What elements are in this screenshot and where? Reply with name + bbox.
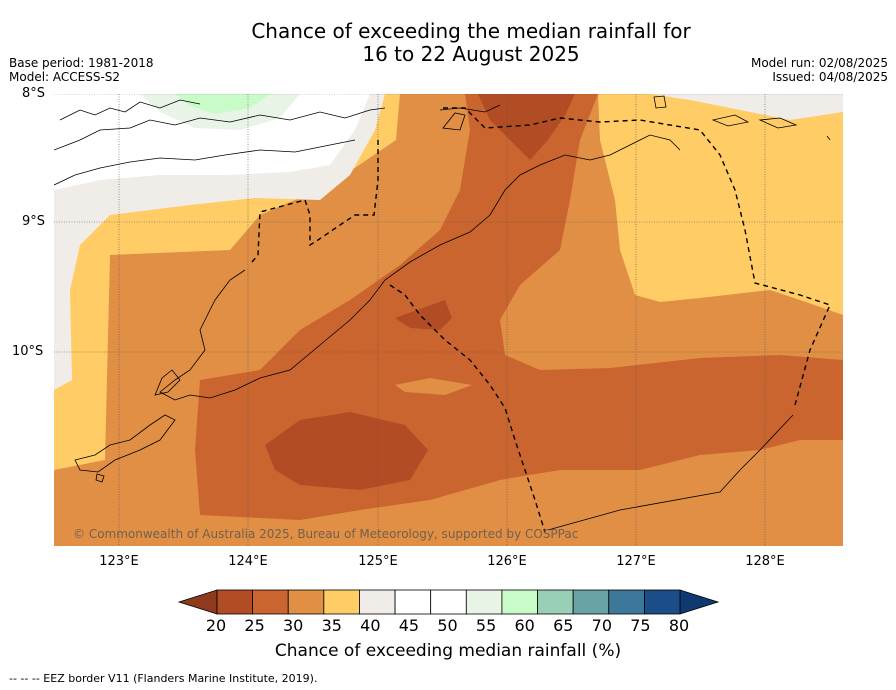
region-45-55 <box>54 94 370 190</box>
lon-label-127e: 127°E <box>616 554 656 569</box>
colorbar-swatch-11 <box>608 589 645 615</box>
lon-label-126e: 126°E <box>487 554 527 569</box>
region-30-35-inner <box>395 378 472 395</box>
issued-date: Issued: 04/08/2025 <box>772 70 888 84</box>
coastline-alor <box>653 95 667 109</box>
region-20-25-south <box>265 412 428 490</box>
title-line-2: 16 to 22 August 2025 <box>362 42 580 66</box>
coastline-east-tip <box>826 135 831 141</box>
colorbar-swatch-6 <box>430 589 467 615</box>
colorbar-tick-35: 35 <box>321 616 342 635</box>
colorbar-label: Chance of exceeding median rainfall (%) <box>274 641 622 661</box>
colorbar-tick-60: 60 <box>514 616 535 635</box>
eez-footnote: -- -- -- EEZ border V11 (Flanders Marine… <box>9 672 318 685</box>
colorbar-swatch-2 <box>287 589 325 615</box>
colorbar-swatch-7 <box>465 589 503 615</box>
meta-right: Model run: 02/08/2025 Issued: 04/08/2025 <box>751 56 888 84</box>
model-run: Model run: 02/08/2025 <box>750 56 888 70</box>
region-20-25-north <box>478 94 575 160</box>
eez-border-south <box>389 284 546 533</box>
colorbar-tick-30: 30 <box>282 616 304 635</box>
meta-left: Base period: 1981-2018 Model: ACCESS-S2 <box>9 56 154 84</box>
coastline-wetar-3 <box>758 117 798 129</box>
colorbar-tick-40: 40 <box>360 616 381 635</box>
region-40-45-east <box>650 94 843 120</box>
colorbar-tick-75: 75 <box>630 616 651 635</box>
region-60-65 <box>175 94 270 114</box>
coastline-flores-south <box>54 139 356 186</box>
colorbar-swatch-3 <box>323 589 360 615</box>
coastline-australia <box>547 414 794 531</box>
coastline-rote <box>154 369 181 396</box>
colorbar-tick-45: 45 <box>398 616 420 635</box>
coastline-sawu-2 <box>95 473 105 483</box>
colorbar-tick-80: 80 <box>668 616 690 635</box>
colorbar-tick-65: 65 <box>553 616 574 635</box>
coastline-wetar <box>439 104 501 113</box>
base-period: Base period: 1981-2018 <box>9 56 154 70</box>
colorbar-over-arrow <box>679 589 720 615</box>
colorbar-swatch-8 <box>501 589 538 615</box>
lon-label-124e: 124°E <box>228 554 268 569</box>
copyright-notice: © Commonwealth of Australia 2025, Bureau… <box>73 527 579 541</box>
lon-label-128e: 128°E <box>745 554 785 569</box>
lon-label-125e: 125°E <box>358 554 398 569</box>
coastline-wetar-2 <box>711 114 750 127</box>
colorbar-swatch-4 <box>359 589 396 615</box>
colorbar-tick-50: 50 <box>437 616 458 635</box>
region-35-40-east <box>598 94 843 315</box>
colorbar-tick-70: 70 <box>591 616 613 635</box>
model-name: Model: ACCESS-S2 <box>9 70 121 84</box>
lat-label-9s: 9°S <box>22 214 46 229</box>
coastline-flores <box>54 107 386 151</box>
lat-label-8s: 8°S <box>22 86 46 101</box>
coastline-timor <box>442 112 466 131</box>
colorbar-under-arrow <box>177 589 218 615</box>
coastline-timor-main <box>159 134 681 401</box>
region-20-25-small <box>395 300 452 330</box>
lon-label-123e: 123°E <box>99 554 139 569</box>
colorbar-swatch-12 <box>643 589 681 615</box>
colorbar-tick-55: 55 <box>475 616 497 635</box>
title-line-1: Chance of exceeding the median rainfall … <box>251 19 691 43</box>
region-25-30 <box>195 94 843 520</box>
colorbar-tick-25: 25 <box>244 616 265 635</box>
eez-border-west <box>251 140 379 263</box>
colorbar-swatch-10 <box>572 589 610 615</box>
eez-border-north <box>443 107 831 406</box>
colorbar-swatch-5 <box>394 589 432 615</box>
colorbar-tick-20: 20 <box>205 616 227 635</box>
lat-label-10s: 10°S <box>12 344 44 359</box>
colorbar-swatch-9 <box>537 589 574 615</box>
colorbar-swatch-0 <box>216 589 254 615</box>
coastline-northwest <box>59 99 201 121</box>
coastline-sawu <box>74 414 176 473</box>
colorbar-swatch-1 <box>252 589 289 615</box>
chart-title: Chance of exceeding the median rainfall … <box>0 20 896 66</box>
